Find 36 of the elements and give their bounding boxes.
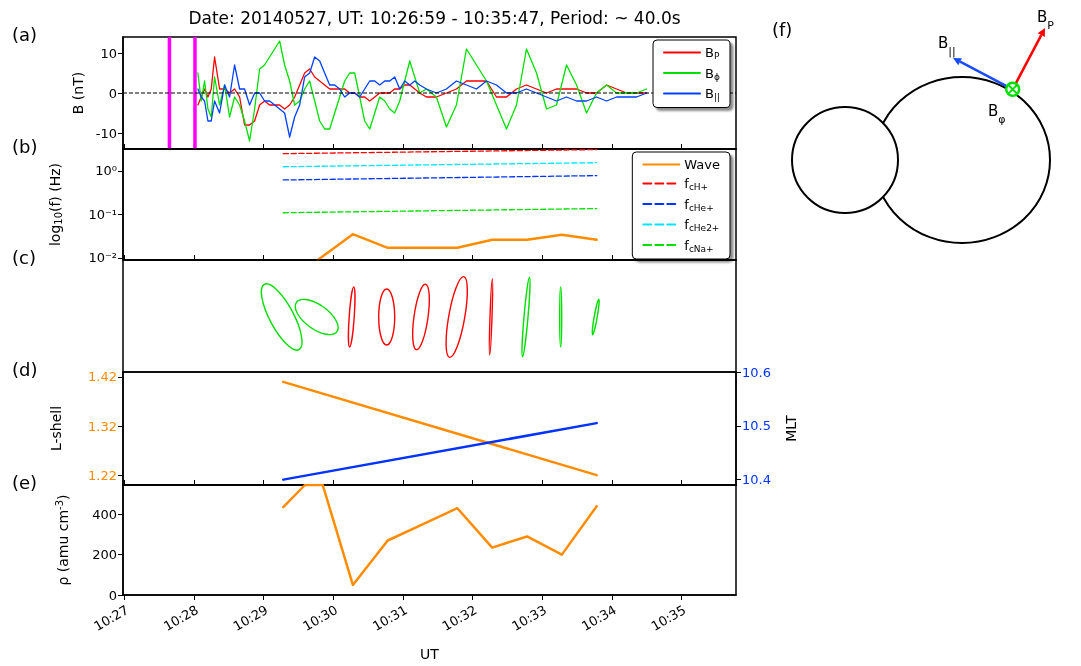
line-series	[316, 232, 598, 262]
y-tick-label: 0	[108, 85, 117, 101]
y-tick-label: 1.22	[88, 467, 117, 483]
text: (e)	[12, 471, 38, 493]
text: B$_{φ}$	[988, 102, 1006, 126]
legend-label: Wave	[684, 157, 721, 172]
y-tick-label: 0	[108, 587, 117, 603]
x-axis-title: UT	[420, 646, 440, 662]
y-tick-label: -10	[95, 125, 117, 141]
y-axis-title: log10(f) (Hz)	[46, 162, 64, 247]
y-tick-label: 10⁻²	[88, 250, 117, 266]
legend-label: B||	[705, 86, 721, 102]
text: (a)	[12, 23, 38, 45]
y-tick-label: 10	[100, 45, 117, 61]
y-axis-title: L-shell	[48, 405, 64, 452]
text: (d)	[12, 358, 38, 380]
text: B$_{P}$	[1037, 8, 1055, 32]
y2-axis-title: MLT	[783, 414, 799, 442]
y-tick-label: 1.42	[88, 369, 117, 385]
y-axis-title: B (nT)	[69, 71, 86, 115]
y2-tick-label: 10.4	[742, 472, 771, 488]
text: (f)	[772, 19, 793, 40]
chart-title: Date: 20140527, UT: 10:26:59 - 10:35:47, Period: ~ 40.0s	[188, 7, 681, 28]
y2-tick-label: 10.5	[742, 418, 771, 434]
y2-tick-label: 10.6	[742, 364, 771, 380]
y-tick-label: 10⁻¹	[88, 206, 117, 222]
line-series	[197, 40, 648, 142]
y-tick-label: 1.32	[88, 418, 117, 434]
y-tick-label: 200	[92, 547, 117, 563]
text: B$_{||}$	[938, 34, 956, 58]
y-tick-label: 400	[92, 506, 117, 522]
text: (b)	[12, 135, 38, 157]
y-tick-label: 10⁰	[95, 163, 117, 179]
y-axis-title: ρ (amu cm-3)	[53, 494, 71, 586]
line-series	[281, 483, 598, 587]
text: (c)	[12, 246, 36, 268]
